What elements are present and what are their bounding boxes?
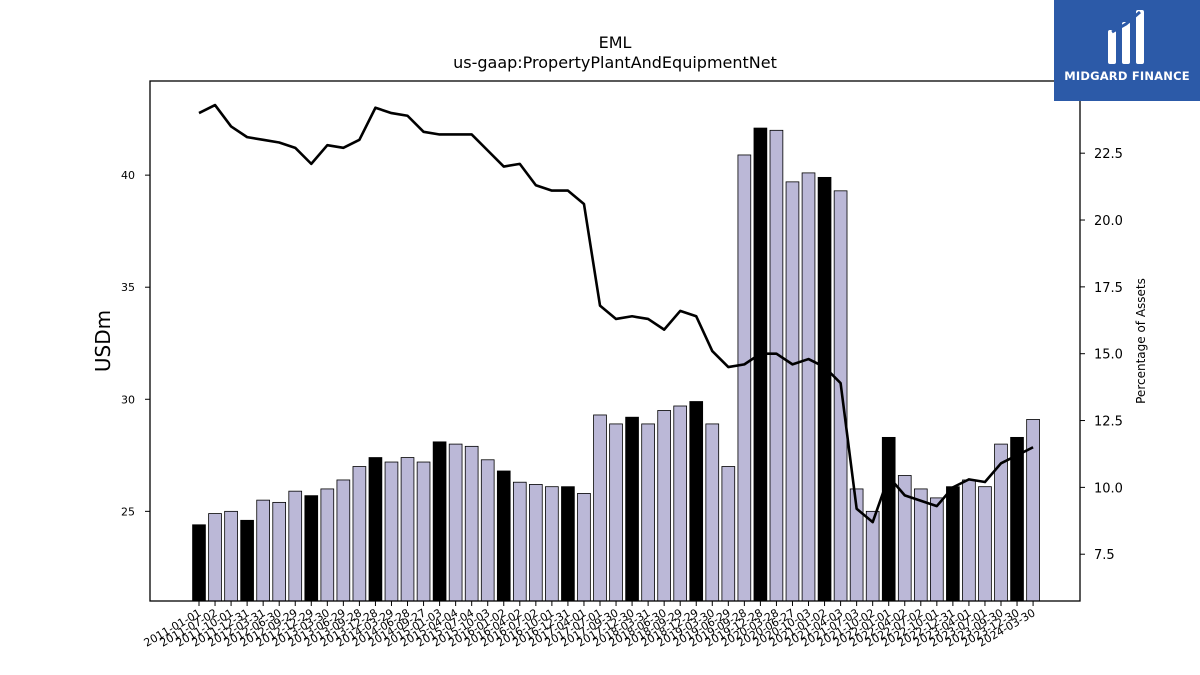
- y2-axis-label: Percentage of Assets: [1134, 278, 1148, 404]
- bar-2019-06-29: [721, 466, 736, 602]
- left-axis: 25 30 35 40: [121, 169, 150, 518]
- y-tick-label: 35: [121, 281, 135, 294]
- bar-2016-04-02: [512, 481, 527, 602]
- y2-tick-label: 17.5: [1094, 281, 1123, 296]
- bar-2015-01-03: [432, 441, 447, 602]
- bar-2017-04-01: [577, 493, 591, 602]
- brand-logo: MIDGARD FINANCE: [1054, 0, 1200, 101]
- bar-2017-12-30: [625, 416, 639, 602]
- bar-2012-06-30: [272, 501, 287, 602]
- bar-2013-03-30: [320, 488, 335, 602]
- y2-tick-label: 10.0: [1094, 481, 1123, 496]
- bar-2012-09-29: [288, 490, 303, 602]
- bars-group: [192, 127, 1040, 602]
- bar-2015-04-04: [448, 443, 463, 602]
- bar-2018-09-29: [673, 405, 688, 602]
- bar-2013-12-28: [368, 457, 383, 602]
- plot-frame: [149, 80, 1081, 602]
- chart-title: EML: [599, 33, 632, 52]
- bar-2022-07-02: [913, 488, 928, 602]
- bar-2011-12-31: [240, 519, 254, 602]
- bar-2019-03-30: [705, 423, 720, 602]
- y2-tick-label: 22.5: [1094, 147, 1123, 162]
- y-tick-label: 25: [121, 505, 135, 518]
- percentage-of-assets-line: [198, 103, 1034, 524]
- bar-2017-09-30: [609, 423, 623, 602]
- bar-2023-04-01: [962, 479, 976, 602]
- bar-2016-07-02: [529, 484, 543, 602]
- logo-mark-icon: [1108, 10, 1144, 64]
- bar-2020-03-28: [769, 129, 784, 602]
- bar-2016-01-02: [496, 470, 511, 602]
- bar-2022-10-01: [930, 497, 944, 602]
- bar-2015-10-03: [480, 459, 495, 602]
- bar-2022-12-31: [946, 486, 960, 602]
- bar-2016-10-01: [545, 486, 559, 602]
- bar-2019-12-28: [753, 127, 768, 602]
- bar-2023-07-01: [978, 486, 992, 602]
- bar-2012-03-31: [256, 499, 270, 602]
- y2-tick-label: 20.0: [1094, 214, 1123, 229]
- bar-2012-12-29: [304, 495, 319, 602]
- line-group: [198, 103, 1034, 524]
- bar-2011-07-02: [208, 513, 222, 602]
- logo-text: MIDGARD FINANCE: [1064, 69, 1190, 83]
- bar-2013-09-28: [352, 466, 367, 602]
- bar-2021-04-03: [833, 190, 848, 602]
- bar-2022-01-01: [881, 436, 896, 602]
- chart-subtitle: us-gaap:PropertyPlantAndEquipmentNet: [453, 53, 777, 72]
- bar-2014-06-28: [400, 457, 415, 602]
- bar-2021-01-02: [817, 176, 832, 602]
- right-axis: 7.5 10.0 12.5 15.0 17.5 20.0 22.5: [1080, 147, 1123, 563]
- y2-tick-label: 12.5: [1094, 415, 1123, 430]
- bar-2019-09-28: [737, 154, 752, 602]
- bar-2011-01-01: [192, 524, 206, 602]
- bar-2013-06-29: [336, 479, 351, 602]
- bar-2021-10-02: [865, 510, 880, 602]
- bar-2020-06-27: [785, 181, 800, 602]
- bar-2015-07-04: [464, 445, 479, 602]
- bar-2017-07-01: [593, 414, 607, 602]
- bar-2024-03-30: [1026, 419, 1040, 602]
- y-tick-label: 30: [121, 393, 135, 406]
- bar-2016-12-31: [561, 486, 575, 602]
- y2-tick-label: 7.5: [1094, 548, 1115, 563]
- bar-2018-12-29: [689, 401, 704, 602]
- bar-2018-06-30: [657, 410, 671, 602]
- bar-2020-10-03: [801, 172, 816, 602]
- bar-2014-09-27: [416, 461, 431, 602]
- bar-2011-10-01: [224, 510, 238, 602]
- bar-2014-03-29: [384, 461, 399, 602]
- x-axis: 2011-01-012011-07-022011-10-012011-12-31…: [142, 601, 1038, 650]
- bar-2018-03-31: [641, 423, 655, 602]
- y-tick-label: 40: [121, 169, 135, 182]
- y-axis-label: USDm: [91, 310, 115, 372]
- bar-2023-12-30: [1010, 436, 1024, 602]
- y2-tick-label: 15.0: [1094, 348, 1123, 363]
